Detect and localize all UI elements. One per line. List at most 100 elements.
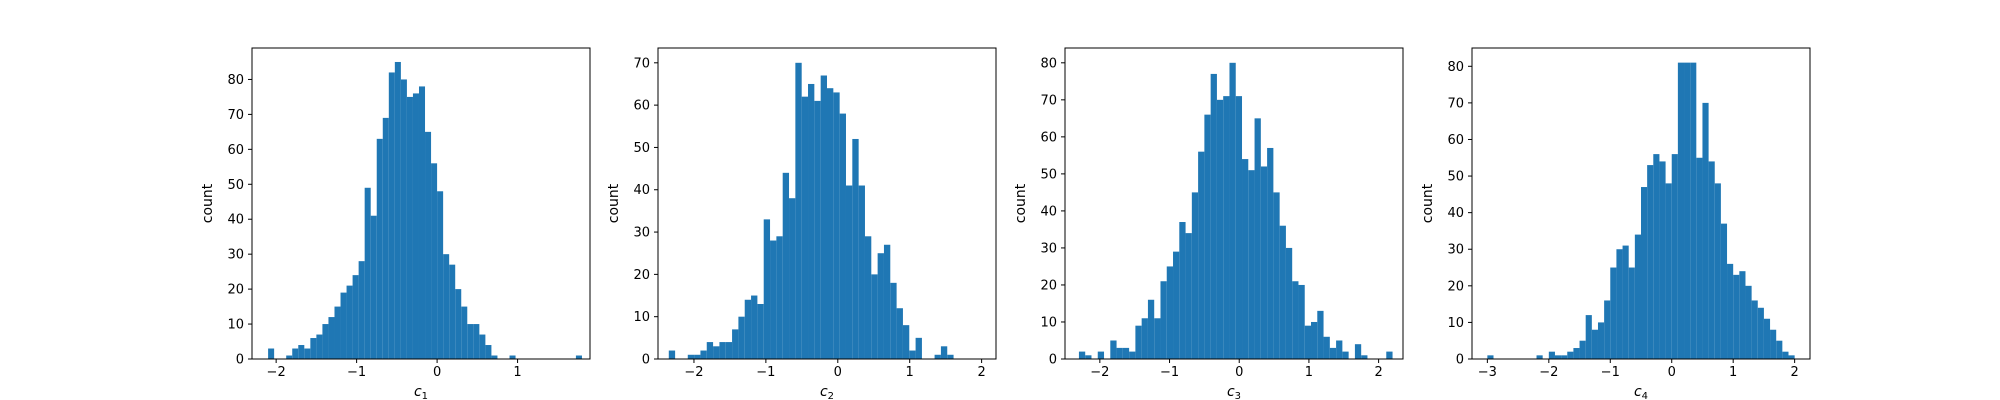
histogram-bar — [808, 83, 815, 359]
histogram-bar — [268, 348, 275, 359]
histogram-bar — [1770, 329, 1777, 359]
histogram-bar — [687, 354, 695, 359]
y-tick-label: 70 — [1040, 93, 1057, 108]
histogram-bar — [1116, 347, 1123, 359]
histogram-bar — [1665, 183, 1672, 359]
histogram-bar — [352, 275, 359, 359]
x-tick-label: −2 — [1539, 365, 1558, 380]
y-tick-label: 30 — [227, 248, 244, 263]
histogram-bar — [1191, 192, 1199, 359]
histogram-bar — [1298, 284, 1305, 359]
x-tick-label: −1 — [1160, 365, 1179, 380]
histogram-bar — [1727, 263, 1734, 359]
histogram-bar — [1223, 96, 1230, 359]
y-tick-label: 70 — [1447, 96, 1464, 111]
x-tick-label: −2 — [684, 365, 703, 380]
histogram-bar — [1185, 233, 1192, 359]
histogram-bar — [827, 88, 834, 360]
y-tick-label: 50 — [1447, 170, 1464, 185]
y-tick-label: 10 — [1040, 315, 1057, 330]
histogram-bar — [1763, 318, 1771, 359]
histogram-bar — [1110, 340, 1117, 359]
histogram-bar — [839, 113, 846, 359]
histogram-bar — [449, 264, 456, 359]
histogram-bar — [1235, 96, 1243, 359]
histogram-bars — [1487, 62, 1795, 360]
y-tick-label: 10 — [633, 310, 650, 325]
histogram-bar — [370, 215, 377, 359]
y-tick-label: 10 — [1447, 316, 1464, 331]
histogram-bar — [814, 100, 821, 359]
histogram-bar — [1311, 321, 1318, 359]
axes-frame — [657, 47, 997, 360]
histogram-bar — [1198, 151, 1205, 359]
x-axis-label: c1 — [414, 384, 428, 400]
histogram-bar — [1536, 355, 1543, 359]
histogram-bar — [909, 350, 916, 359]
x-tick-label: 1 — [906, 365, 914, 380]
histogram-bar — [789, 198, 796, 359]
histogram-bar — [763, 219, 771, 359]
y-axis-label: count — [1420, 183, 1436, 223]
histogram-bar — [1329, 347, 1337, 359]
x-tick-label: 2 — [1790, 365, 1798, 380]
y-tick-label: 80 — [1040, 56, 1057, 71]
histogram-bar — [388, 72, 395, 360]
histogram-bar — [1292, 281, 1299, 359]
histogram-bar — [1554, 355, 1562, 359]
histogram-bar — [461, 306, 468, 359]
histogram-bar — [310, 338, 317, 359]
histogram-bar — [668, 350, 676, 359]
histogram-bar — [1561, 355, 1568, 359]
histogram-bar — [1129, 351, 1136, 359]
histogram-bar — [298, 345, 305, 359]
histogram-bar — [431, 163, 438, 359]
histogram-bar — [1361, 355, 1368, 359]
histogram-bar — [883, 244, 891, 359]
histogram-bar — [509, 355, 516, 359]
histogram-bar — [845, 185, 853, 359]
histogram-bar — [1248, 170, 1255, 359]
histogram-bar — [1628, 267, 1635, 359]
x-tick-label: 0 — [834, 365, 842, 380]
histogram-bar — [1386, 351, 1393, 359]
histogram-bar — [1653, 154, 1660, 359]
histogram-bar — [1342, 351, 1349, 359]
histogram-bar — [1647, 165, 1654, 359]
x-tick-label: −3 — [1478, 365, 1497, 380]
x-tick-label: −1 — [1601, 365, 1620, 380]
histogram-bar — [1622, 245, 1629, 359]
histogram-bar — [1097, 351, 1105, 359]
x-tick-label: 0 — [1235, 365, 1243, 380]
histogram-bar — [801, 96, 809, 360]
histogram-bar — [890, 282, 897, 359]
x-axis-label: c2 — [820, 384, 834, 400]
x-tick-label: 1 — [1305, 365, 1313, 380]
histogram-bar — [776, 236, 783, 359]
histogram-bar — [1173, 251, 1180, 359]
y-tick-label: 10 — [227, 318, 244, 333]
axes-frame — [251, 47, 591, 360]
histogram-bar — [871, 274, 878, 359]
histogram-bar — [1204, 114, 1211, 360]
histogram-bar — [1317, 310, 1324, 359]
histogram-bar — [706, 342, 714, 359]
histogram-bar — [340, 292, 347, 359]
y-axis-label: count — [200, 183, 216, 223]
y-tick-label: 80 — [1447, 60, 1464, 75]
histogram-bar — [820, 75, 827, 359]
histogram-bar — [738, 316, 745, 359]
y-axis-label: count — [606, 183, 622, 223]
histogram-bar — [1285, 247, 1293, 359]
histogram-bar — [1273, 192, 1280, 359]
histogram-bar — [852, 138, 859, 359]
histogram-bar — [1336, 340, 1343, 359]
histogram-bar — [425, 131, 432, 359]
histogram-bar — [782, 172, 790, 359]
histogram-bar — [1739, 271, 1746, 359]
histogram-bar — [467, 324, 474, 359]
x-axis-label: c3 — [1227, 384, 1241, 400]
